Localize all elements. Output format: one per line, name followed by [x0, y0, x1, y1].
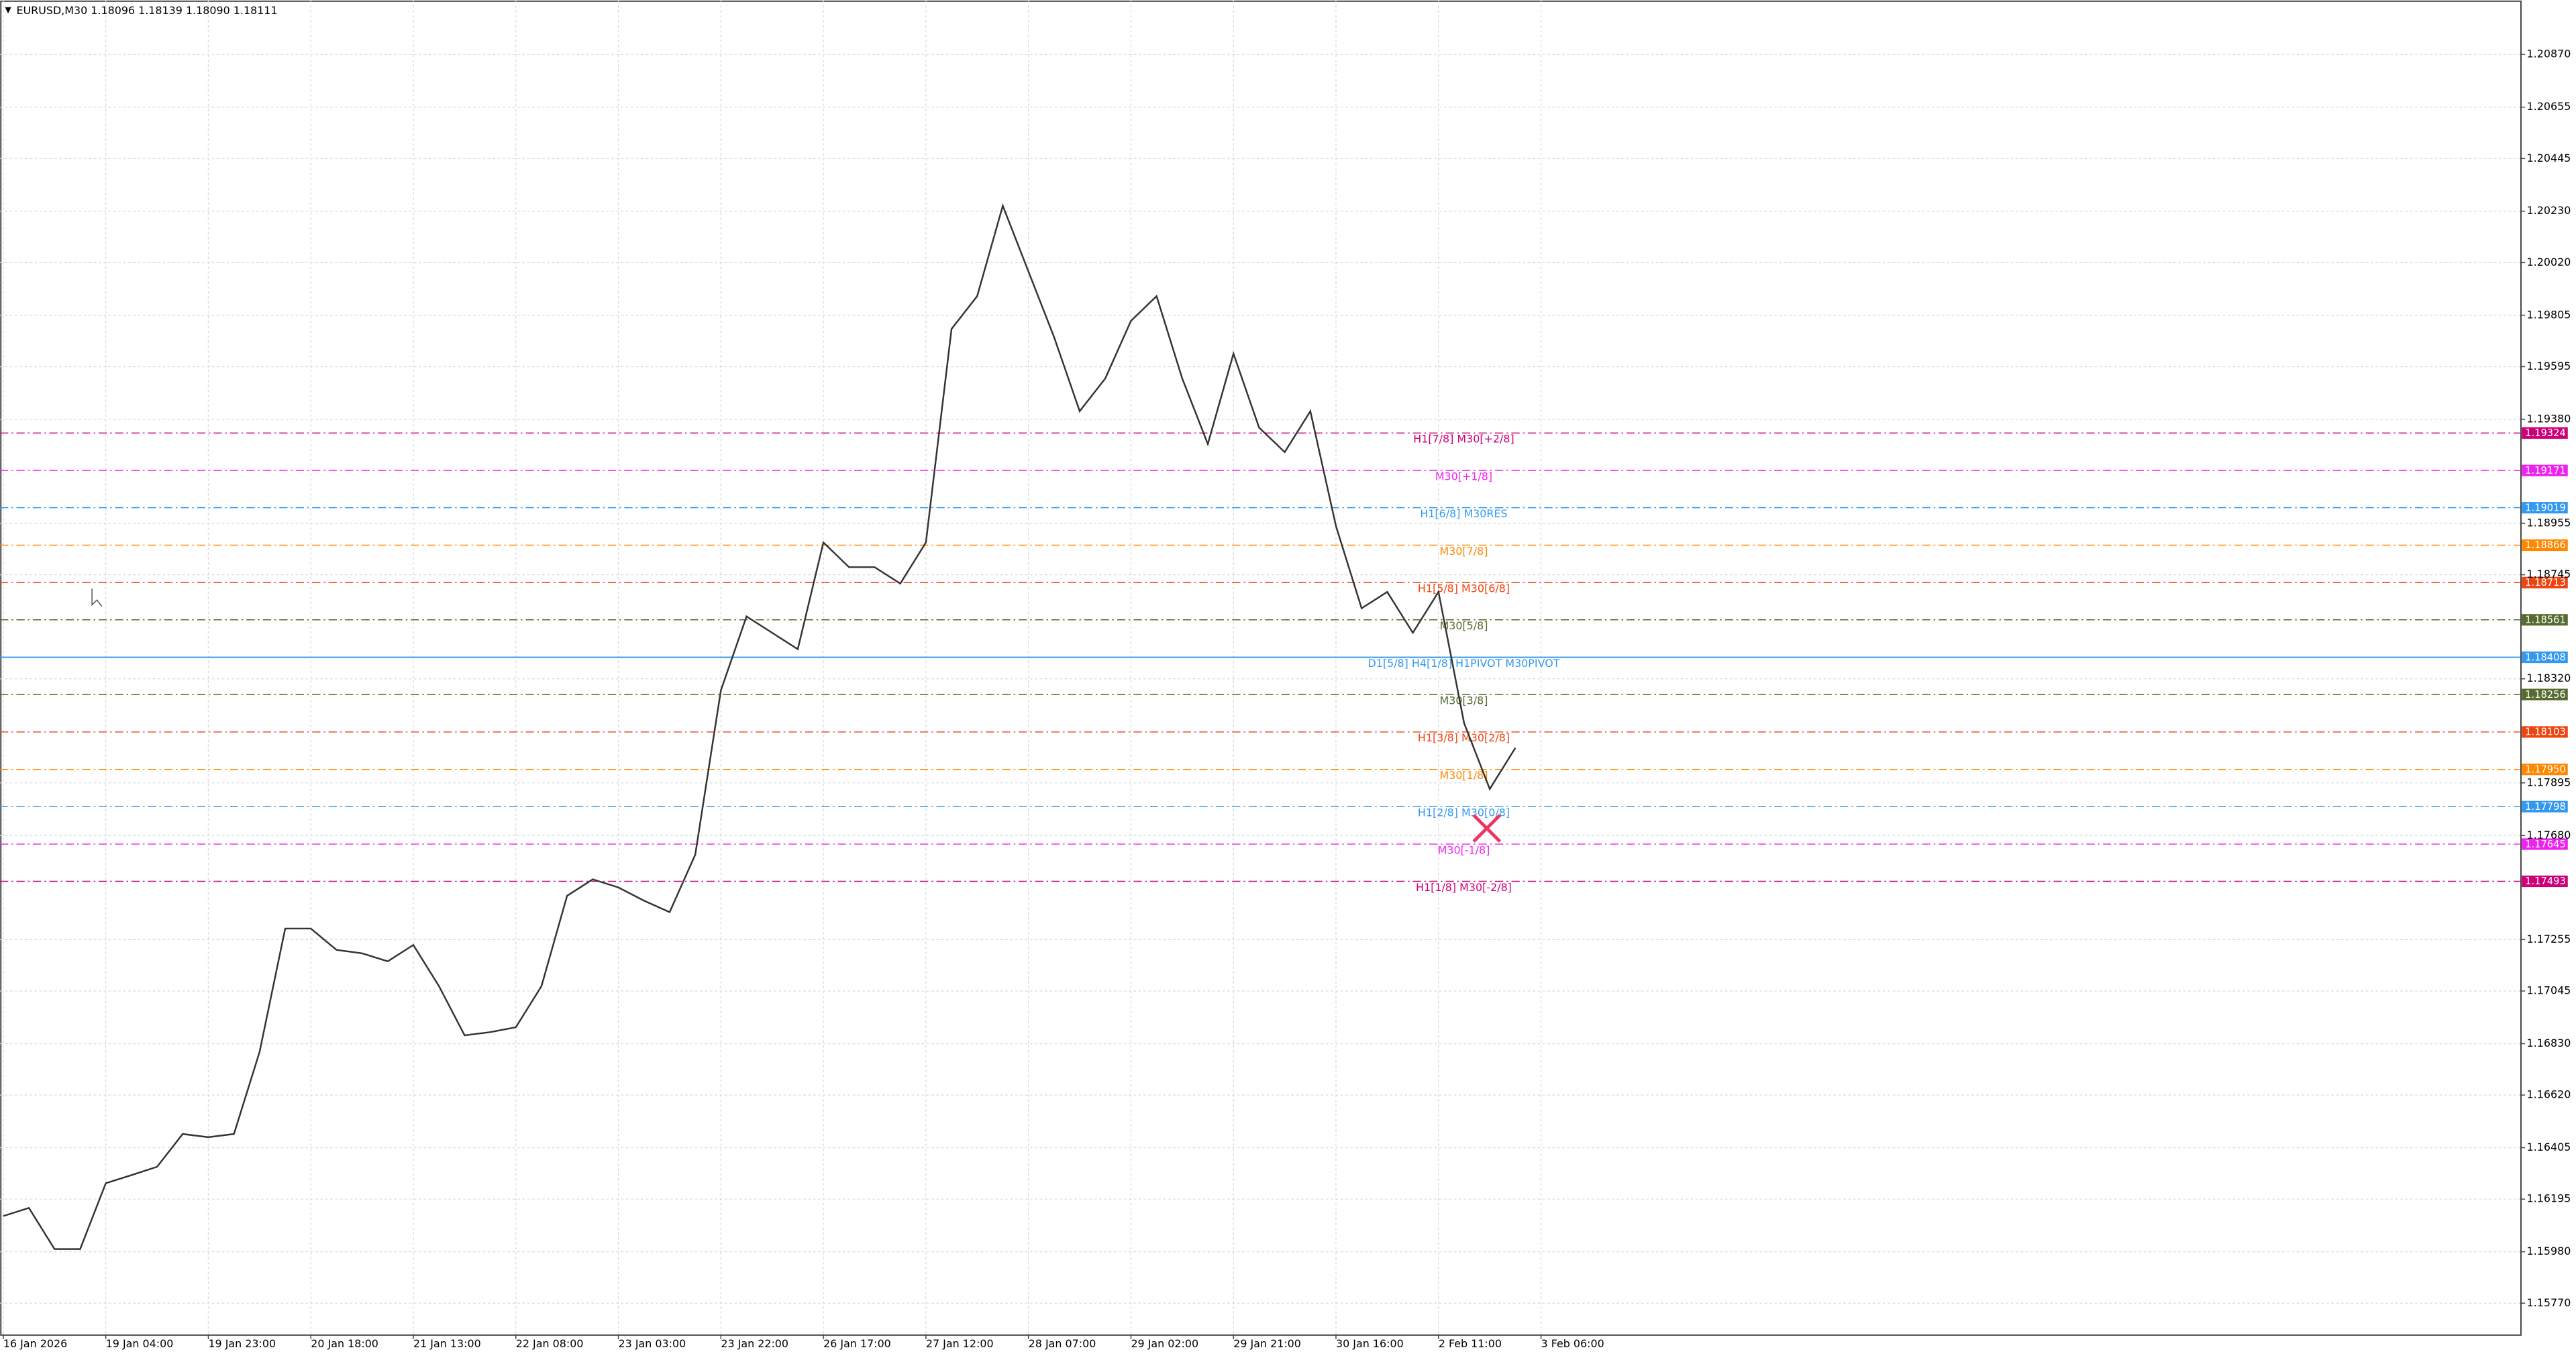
y-tick-label: 1.20655 [2527, 100, 2571, 113]
level-price-box [2522, 502, 2568, 514]
level-text: M30[1/8] [1439, 769, 1488, 782]
y-tick-label: 1.20870 [2527, 48, 2571, 60]
x-tick-label: 21 Jan 13:00 [413, 1337, 481, 1350]
level-text: H1[6/8] M30RES [1420, 507, 1507, 520]
series [3, 203, 1516, 1250]
x-tick-label: 3 Feb 06:00 [1541, 1337, 1604, 1350]
level-price-box [2522, 427, 2568, 439]
x-tick-label: 27 Jan 12:00 [926, 1337, 994, 1350]
level-price-label: 1.18256 [2525, 689, 2566, 700]
level-text: M30[-1/8] [1438, 843, 1490, 856]
levels: 1.19324 H1[7/8] M30[+2/8] 1.19171 M30[+1/8]… [0, 427, 2568, 894]
y-tick-label: 1.20230 [2527, 204, 2571, 217]
level-price-label: 1.18408 [2525, 651, 2566, 663]
level-price-box [2522, 726, 2568, 738]
x-tick-label: 29 Jan 02:00 [1131, 1337, 1198, 1350]
level-price-label: 1.19171 [2525, 465, 2566, 476]
x-tick-label: 28 Jan 07:00 [1029, 1337, 1096, 1350]
level-price-label: 1.19019 [2525, 502, 2566, 513]
level-price-box [2522, 539, 2568, 552]
y-tick-label: 1.17895 [2527, 776, 2571, 788]
axes: 1.20870 1.20655 1.20445 1.20230 1.20020 1.198… [3, 48, 2571, 1350]
level-price-label: 1.17493 [2525, 876, 2566, 887]
level-price-label: 1.18561 [2525, 615, 2566, 626]
level-price-label: 1.18103 [2525, 727, 2566, 738]
y-tick-label: 1.19595 [2527, 360, 2571, 372]
x-tick-label: 20 Jan 18:00 [311, 1337, 378, 1350]
level-price-label: 1.17645 [2525, 839, 2566, 850]
level-price-box [2522, 875, 2568, 888]
y-tick-label: 1.16195 [2527, 1192, 2571, 1205]
level-text: H1[3/8] M30[2/8] [1418, 731, 1510, 744]
level-price-box [2522, 688, 2568, 700]
y-tick-label: 1.17045 [2527, 984, 2571, 997]
plot-frame [0, 0, 2522, 1336]
y-tick-label: 1.18320 [2527, 672, 2571, 684]
level-text: H1[2/8] M30[0/8] [1418, 806, 1510, 819]
level-text: H1[1/8] M30[-2/8] [1416, 881, 1512, 894]
y-tick-label: 1.16405 [2527, 1141, 2571, 1153]
level-price-box [2522, 764, 2568, 776]
x-tick-label: 29 Jan 21:00 [1233, 1337, 1301, 1350]
chart-title: EURUSD,M30 1.18096 1.18139 1.18090 1.181… [16, 4, 277, 17]
y-tick-label: 1.16830 [2527, 1037, 2571, 1049]
level-price-box [2522, 651, 2568, 664]
x-tick-label: 2 Feb 11:00 [1439, 1337, 1502, 1350]
level-price-box [2522, 614, 2568, 626]
level-text: H1[7/8] M30[+2/8] [1413, 433, 1514, 446]
y-tick-label: 1.20020 [2527, 256, 2571, 268]
x-tick-label: 19 Jan 04:00 [106, 1337, 174, 1350]
y-tick-label: 1.16620 [2527, 1088, 2571, 1101]
x-tick-label: 22 Jan 08:00 [516, 1337, 584, 1350]
y-tick-label: 1.17680 [2527, 829, 2571, 841]
symbol-arrow: ▼ [5, 5, 11, 15]
y-tick-label: 1.17255 [2527, 933, 2571, 945]
level-price-label: 1.17950 [2525, 764, 2566, 775]
y-tick-label: 1.15770 [2527, 1296, 2571, 1309]
x-tick-label: 30 Jan 16:00 [1336, 1337, 1404, 1350]
level-text: H1[5/8] M30[6/8] [1418, 582, 1510, 595]
y-tick-label: 1.20445 [2527, 152, 2571, 164]
level-price-box [2522, 800, 2568, 813]
mouse-cursor [91, 588, 103, 607]
level-price-label: 1.18866 [2525, 539, 2566, 551]
y-tick-label: 1.18745 [2527, 568, 2571, 580]
x-tick-label: 23 Jan 03:00 [619, 1337, 686, 1350]
x-tick-label: 23 Jan 22:00 [721, 1337, 788, 1350]
level-price-label: 1.18713 [2525, 577, 2566, 588]
level-text: M30[5/8] [1439, 619, 1488, 632]
level-price-label: 1.19324 [2525, 427, 2566, 439]
y-tick-label: 1.15980 [2527, 1245, 2571, 1257]
x-tick-label: 26 Jan 17:00 [823, 1337, 891, 1350]
x-tick-label: 16 Jan 2026 [3, 1337, 67, 1350]
level-text: D1[5/8] H4[1/8] H1PIVOT M30PIVOT [1368, 657, 1560, 670]
level-price-box [2522, 576, 2568, 588]
level-text: M30[7/8] [1439, 545, 1488, 558]
y-tick-label: 1.19805 [2527, 308, 2571, 321]
grid [0, 0, 2520, 1335]
level-price-box [2522, 838, 2568, 850]
level-price-label: 1.17798 [2525, 801, 2566, 813]
level-price-box [2522, 464, 2568, 476]
level-text: M30[3/8] [1439, 694, 1488, 707]
cross-marker [1472, 814, 1502, 843]
x-tick-label: 19 Jan 23:00 [208, 1337, 276, 1350]
y-tick-label: 1.18955 [2527, 517, 2571, 529]
price-line [3, 203, 1516, 1250]
y-tick-label: 1.19380 [2527, 412, 2571, 425]
level-text: M30[+1/8] [1435, 470, 1492, 482]
